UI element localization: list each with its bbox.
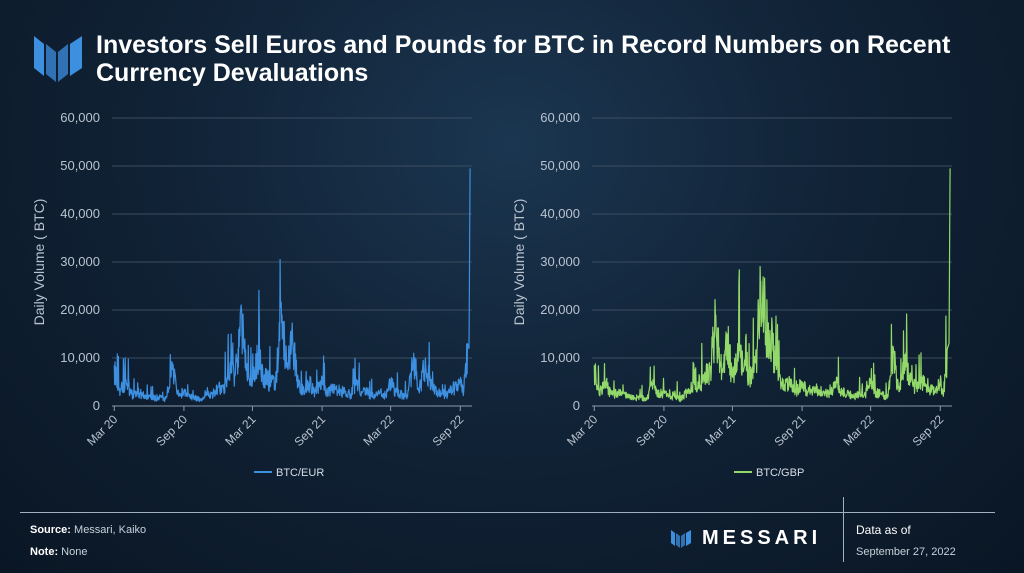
btc-gbp-chart-svg: 0 10,000 20,000 30,000 40,000 50,000 60,000 Dai… [511, 110, 952, 479]
brand-name: MESSARI [702, 526, 822, 549]
y-tick-label: 40,000 [60, 206, 100, 221]
source-text: Messari, Kaiko [70, 524, 147, 536]
x-tick-label: Mar 21 [702, 412, 739, 449]
x-tick-label: Sep 21 [291, 412, 328, 449]
series-line-btc-eur [113, 168, 471, 403]
y-tick-label: 50,000 [540, 158, 580, 173]
data-as-of-date: September 27, 2022 [856, 546, 956, 558]
source-note: Source: Messari, Kaiko [30, 524, 146, 536]
y-tick-label: 20,000 [60, 302, 100, 317]
series-line-btc-gbp [593, 168, 951, 403]
y-axis-label: Daily Volume ( BTC) [511, 199, 527, 326]
y-tick-label: 0 [93, 398, 100, 413]
brand-wordmark: MESSARI [670, 526, 821, 550]
data-as-of-label: Data as of [856, 523, 911, 537]
messari-mark-icon [671, 530, 691, 548]
footer-divider [20, 512, 995, 513]
btc-eur-chart-svg: 0 10,000 20,000 30,000 40,000 50,000 60,000 Dai… [31, 110, 472, 479]
btc-gbp-chart: 0 10,000 20,000 30,000 40,000 50,000 60,000 Dai… [500, 100, 980, 480]
y-tick-label: 30,000 [540, 254, 580, 269]
btc-eur-chart: 0 10,000 20,000 30,000 40,000 50,000 60,000 Dai… [20, 100, 500, 480]
x-tick-label: Mar 20 [84, 412, 121, 449]
note-text: None [58, 546, 88, 558]
chart-title: Investors Sell Euros and Pounds for BTC … [96, 31, 951, 87]
messari-logo-icon [34, 36, 82, 82]
x-tick-label: Mar 20 [564, 412, 601, 449]
x-tick-label: Sep 22 [910, 412, 947, 449]
y-tick-label: 40,000 [540, 206, 580, 221]
y-tick-label: 10,000 [540, 350, 580, 365]
note-line: Note: None [30, 546, 87, 558]
x-tick-label: Sep 22 [430, 412, 467, 449]
x-tick-label: Mar 22 [840, 412, 877, 449]
y-tick-label: 10,000 [60, 350, 100, 365]
source-label: Source: [30, 524, 71, 536]
y-axis-label: Daily Volume ( BTC) [31, 199, 47, 326]
x-tick-label: Sep 21 [771, 412, 808, 449]
y-tick-label: 20,000 [540, 302, 580, 317]
y-tick-label: 0 [573, 398, 580, 413]
x-tick-label: Sep 20 [153, 412, 190, 449]
footer-vertical-divider [843, 497, 844, 562]
x-tick-label: Mar 22 [360, 412, 397, 449]
y-tick-label: 60,000 [60, 110, 100, 125]
note-label: Note: [30, 546, 59, 558]
legend-label: BTC/GBP [756, 467, 804, 479]
y-tick-label: 30,000 [60, 254, 100, 269]
legend-label: BTC/EUR [276, 467, 324, 479]
x-tick-label: Mar 21 [222, 412, 259, 449]
y-tick-label: 60,000 [540, 110, 580, 125]
x-tick-label: Sep 20 [633, 412, 670, 449]
y-tick-label: 50,000 [60, 158, 100, 173]
